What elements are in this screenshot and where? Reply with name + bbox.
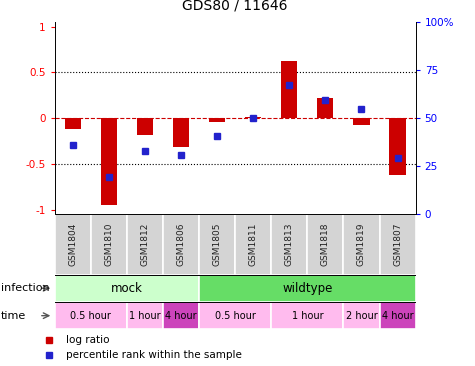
Bar xyxy=(65,118,81,129)
Bar xyxy=(137,118,153,135)
Bar xyxy=(173,118,189,147)
Bar xyxy=(390,118,406,175)
Text: 4 hour: 4 hour xyxy=(382,311,413,321)
Text: GSM1810: GSM1810 xyxy=(104,223,113,266)
Bar xyxy=(353,118,370,125)
Bar xyxy=(91,214,127,274)
Bar xyxy=(343,214,380,274)
Bar xyxy=(235,214,271,274)
Text: GDS80 / 11646: GDS80 / 11646 xyxy=(182,0,288,13)
Text: 0.5 hour: 0.5 hour xyxy=(70,311,111,321)
Text: 2 hour: 2 hour xyxy=(346,311,377,321)
Bar xyxy=(380,214,416,274)
Text: GSM1807: GSM1807 xyxy=(393,223,402,266)
Text: GSM1812: GSM1812 xyxy=(141,223,149,266)
Text: GSM1819: GSM1819 xyxy=(357,223,366,266)
Bar xyxy=(163,214,199,274)
Bar xyxy=(380,302,416,329)
Bar xyxy=(317,98,333,118)
Text: log ratio: log ratio xyxy=(66,335,109,345)
Bar xyxy=(281,61,297,118)
Text: GSM1805: GSM1805 xyxy=(213,223,221,266)
Bar xyxy=(199,274,416,302)
Text: GSM1811: GSM1811 xyxy=(249,223,257,266)
Text: GSM1804: GSM1804 xyxy=(68,223,77,266)
Bar xyxy=(307,214,343,274)
Text: GSM1818: GSM1818 xyxy=(321,223,330,266)
Bar xyxy=(271,214,307,274)
Text: mock: mock xyxy=(111,282,143,295)
Text: GSM1806: GSM1806 xyxy=(177,223,185,266)
Text: percentile rank within the sample: percentile rank within the sample xyxy=(66,351,241,361)
Text: 1 hour: 1 hour xyxy=(129,311,161,321)
Bar xyxy=(127,302,163,329)
Bar xyxy=(127,214,163,274)
Bar xyxy=(199,214,235,274)
Bar xyxy=(163,302,199,329)
Text: wildtype: wildtype xyxy=(282,282,332,295)
Text: time: time xyxy=(1,311,26,321)
Bar xyxy=(55,214,91,274)
Bar xyxy=(55,274,199,302)
Text: GSM1813: GSM1813 xyxy=(285,223,294,266)
Bar xyxy=(209,118,225,122)
Text: infection: infection xyxy=(1,283,49,293)
Bar xyxy=(101,118,117,205)
Bar xyxy=(245,117,261,118)
Bar xyxy=(343,302,380,329)
Bar xyxy=(199,302,271,329)
Text: 0.5 hour: 0.5 hour xyxy=(215,311,256,321)
Bar xyxy=(55,302,127,329)
Text: 4 hour: 4 hour xyxy=(165,311,197,321)
Bar xyxy=(271,302,343,329)
Text: 1 hour: 1 hour xyxy=(292,311,323,321)
